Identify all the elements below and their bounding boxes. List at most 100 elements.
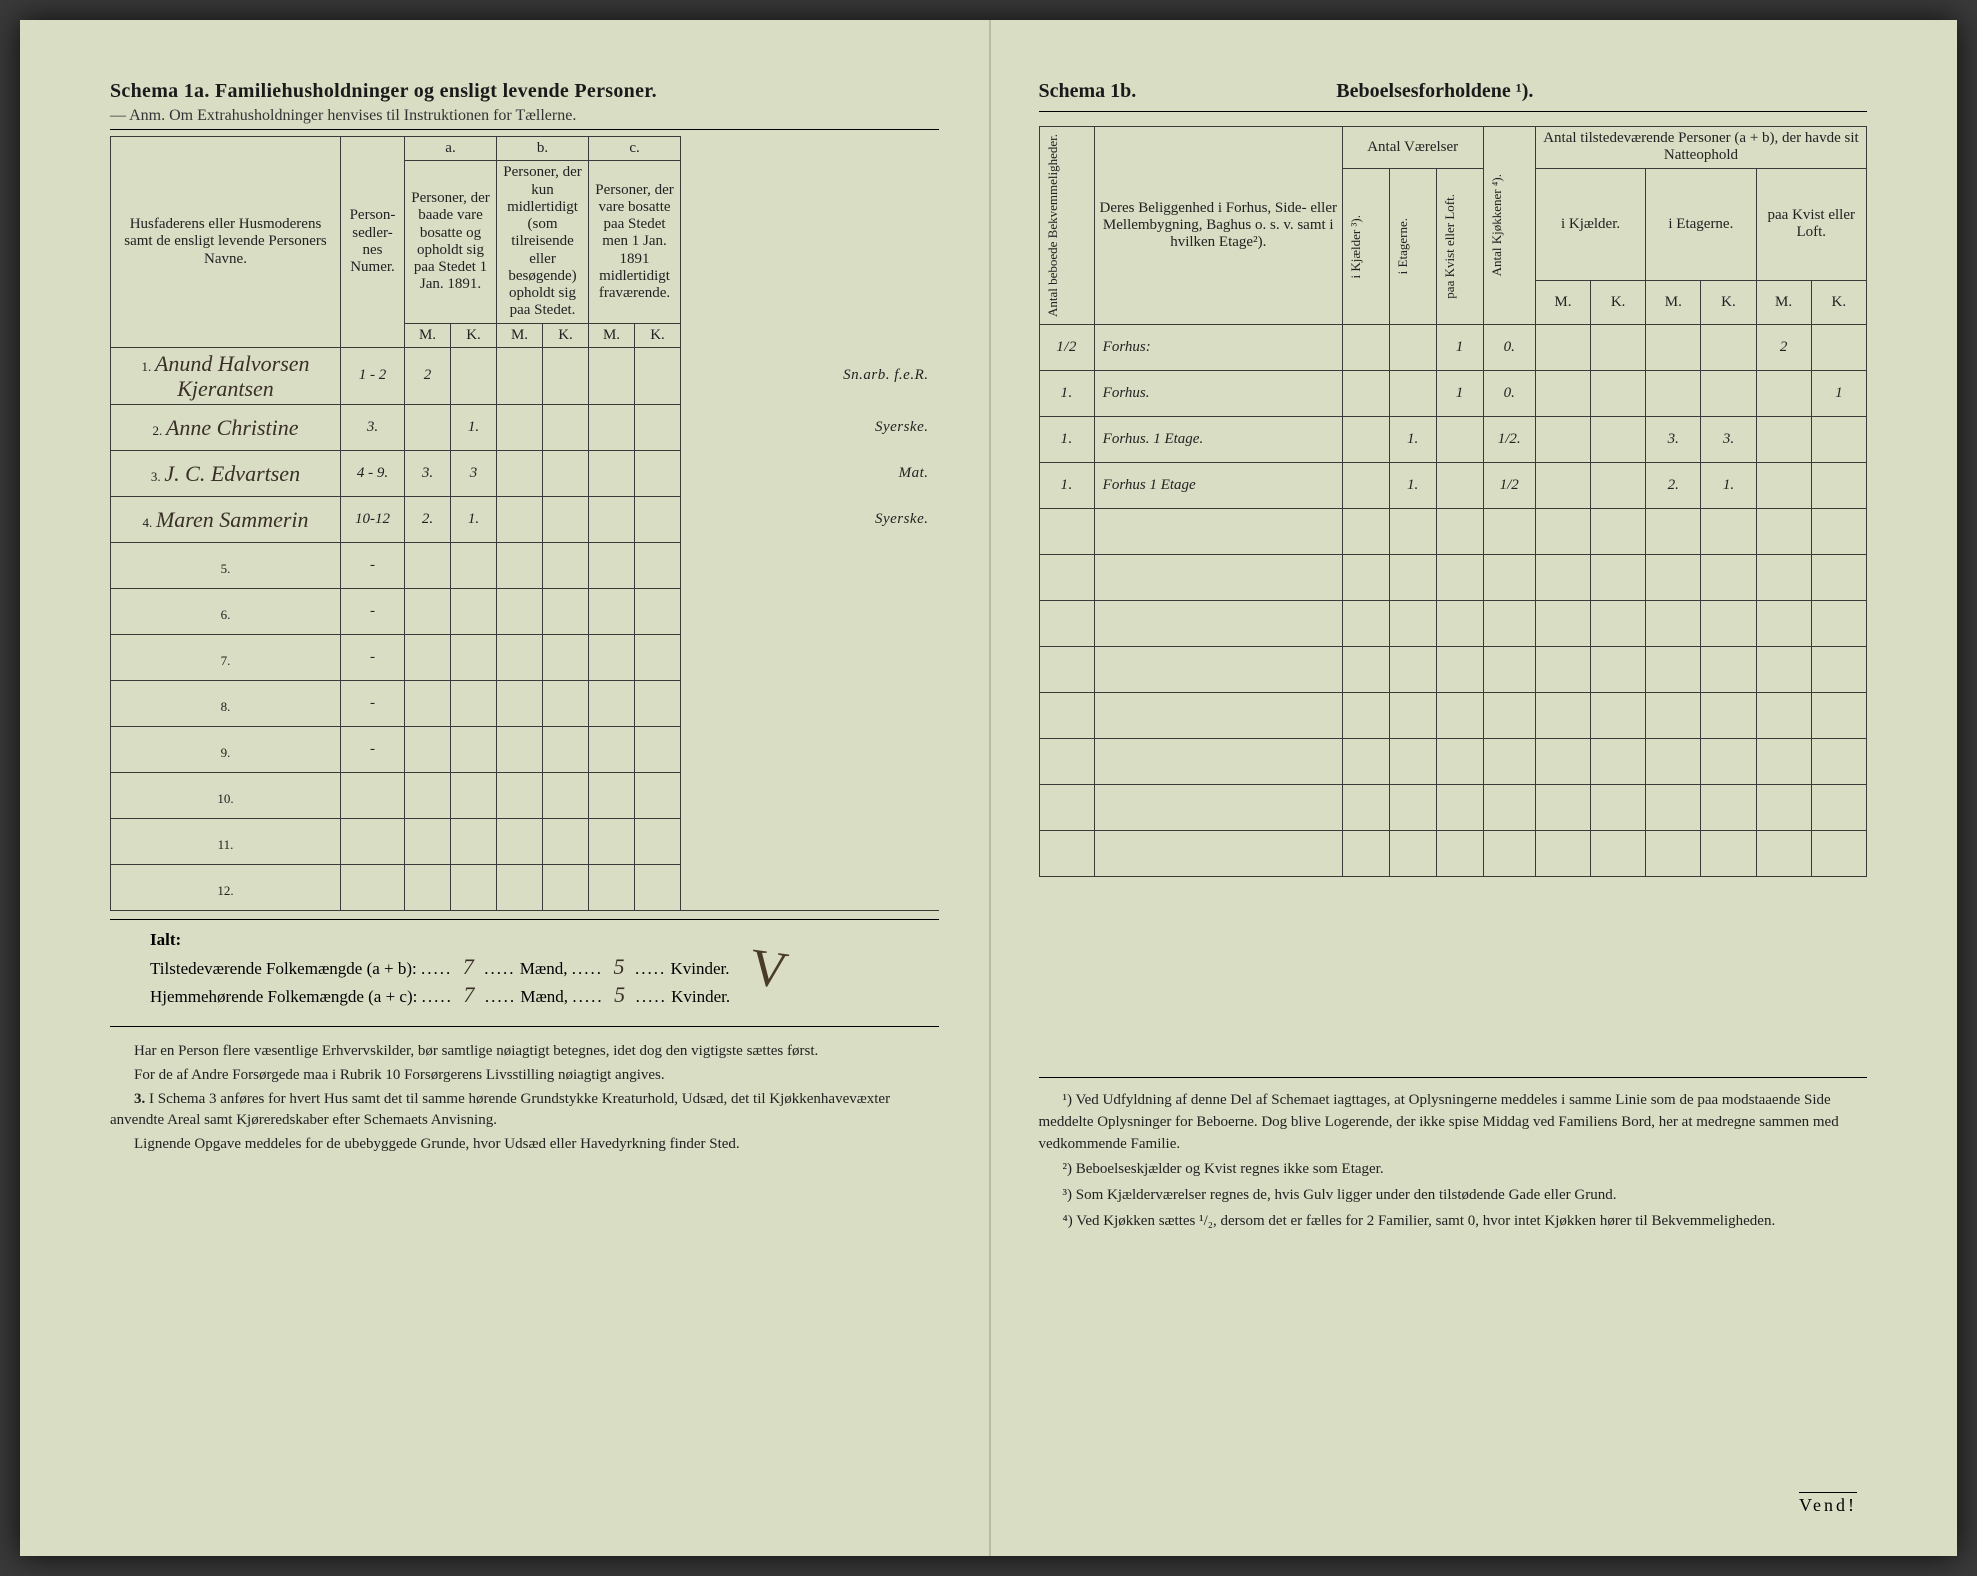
table-row: 10. <box>111 773 939 819</box>
cell-num <box>341 773 405 819</box>
cell-cM <box>589 543 635 589</box>
cell-cM <box>589 589 635 635</box>
cell-cM <box>589 681 635 727</box>
cell-num: - <box>341 589 405 635</box>
schema-1b-subtitle: Beboelsesforholdene ¹). <box>1336 80 1533 103</box>
cell-etK <box>1701 831 1756 877</box>
cell-kvM <box>1756 417 1811 463</box>
cell-aM <box>405 589 451 635</box>
cell-name: 6. <box>111 589 341 635</box>
cell-etK <box>1701 693 1756 739</box>
census-page: Schema 1a. Familiehusholdninger og ensli… <box>20 20 1957 1556</box>
summary-line-ac: Hjemmehørende Folkemængde (a + c): 7 Mæn… <box>150 982 939 1008</box>
instr-p3: 3. I Schema 3 anføres for hvert Hus samt… <box>110 1089 939 1131</box>
table-row: 1.Forhus. 1 Etage.1.1/2.3.3. <box>1039 417 1867 463</box>
hdr-belig: Deres Beliggenhed i Forhus, Side- eller … <box>1094 127 1342 325</box>
cell-belig <box>1094 693 1342 739</box>
cell-kj: 0. <box>1483 325 1535 371</box>
cell-ie <box>1389 371 1436 417</box>
cell-cM <box>589 451 635 497</box>
cell-num: 1 - 2 <box>341 347 405 405</box>
sum-ac-m: 7 <box>453 982 485 1008</box>
hdr-ie: i Etagerne. <box>1389 168 1436 325</box>
r-hdr-etK: K. <box>1701 280 1756 324</box>
cell-bK <box>543 773 589 819</box>
cell-occupation <box>681 819 939 865</box>
cell-aK <box>451 347 497 405</box>
cell-bek <box>1039 509 1094 555</box>
cell-num: - <box>341 727 405 773</box>
cell-kjK <box>1591 647 1646 693</box>
cell-kj <box>1483 555 1535 601</box>
cell-num: 3. <box>341 405 405 451</box>
cell-belig <box>1094 555 1342 601</box>
cell-name: 8. <box>111 681 341 727</box>
hdr-aK: K. <box>451 323 497 347</box>
cell-cM <box>589 727 635 773</box>
cell-ik <box>1342 739 1389 785</box>
table-1a: Husfaderens eller Husmoderens samt de en… <box>110 136 939 911</box>
sum-ab-end: Kvinder. <box>670 959 729 978</box>
cell-aK: 1. <box>451 497 497 543</box>
hdr-bK: K. <box>543 323 589 347</box>
cell-kj <box>1483 647 1535 693</box>
cell-kvM <box>1756 371 1811 417</box>
cell-ie <box>1389 509 1436 555</box>
cell-bK <box>543 405 589 451</box>
cell-num <box>341 819 405 865</box>
cell-cK <box>635 497 681 543</box>
table-row <box>1039 555 1867 601</box>
cell-occupation <box>681 865 939 911</box>
cell-pk: 1 <box>1436 371 1483 417</box>
cell-pk <box>1436 463 1483 509</box>
cell-name: 1. Anund Halvorsen Kjerantsen <box>111 347 341 405</box>
hdr-pk-text: paa Kvist eller Loft. <box>1441 190 1460 303</box>
table-row <box>1039 693 1867 739</box>
cell-kvK <box>1811 417 1866 463</box>
cell-etK <box>1701 647 1756 693</box>
cell-aM <box>405 635 451 681</box>
cell-ik <box>1342 693 1389 739</box>
cell-etM <box>1646 785 1701 831</box>
cell-aM <box>405 405 451 451</box>
cell-name: 12. <box>111 865 341 911</box>
footnote-2: ²) Beboelseskjælder og Kvist regnes ikke… <box>1039 1159 1868 1181</box>
cell-name: 5. <box>111 543 341 589</box>
table-row: 9. - <box>111 727 939 773</box>
cell-belig <box>1094 831 1342 877</box>
cell-kvM <box>1756 831 1811 877</box>
cell-bM <box>497 451 543 497</box>
cell-ie <box>1389 647 1436 693</box>
cell-occupation <box>681 543 939 589</box>
hdr-name: Husfaderens eller Husmoderens samt de en… <box>111 137 341 348</box>
cell-bek <box>1039 647 1094 693</box>
cell-cK <box>635 865 681 911</box>
cell-ie: 1. <box>1389 463 1436 509</box>
hdr-ik: i Kjælder ³). <box>1342 168 1389 325</box>
cell-ik <box>1342 555 1389 601</box>
cell-kvK: 1 <box>1811 371 1866 417</box>
cell-ik <box>1342 785 1389 831</box>
cell-occupation <box>681 727 939 773</box>
hdr-cM: M. <box>589 323 635 347</box>
table-row: 11. <box>111 819 939 865</box>
cell-pk <box>1436 739 1483 785</box>
cell-pk <box>1436 831 1483 877</box>
cell-bM <box>497 635 543 681</box>
cell-belig: Forhus: <box>1094 325 1342 371</box>
footnotes-block: ¹) Ved Udfyldning af denne Del af Schema… <box>1039 1077 1868 1233</box>
cell-bK <box>543 543 589 589</box>
hdr-bek: Antal beboede Bekvemmeligheder. <box>1039 127 1094 325</box>
cell-aK <box>451 727 497 773</box>
cell-belig <box>1094 509 1342 555</box>
cell-kvK <box>1811 739 1866 785</box>
cell-kj: 1/2. <box>1483 417 1535 463</box>
cell-ie: 1. <box>1389 417 1436 463</box>
cell-kvK <box>1811 601 1866 647</box>
cell-aM <box>405 727 451 773</box>
cell-aK <box>451 865 497 911</box>
cell-bK <box>543 681 589 727</box>
hdr-c-label: c. <box>589 137 681 161</box>
cell-bM <box>497 497 543 543</box>
cell-bek: 1. <box>1039 417 1094 463</box>
